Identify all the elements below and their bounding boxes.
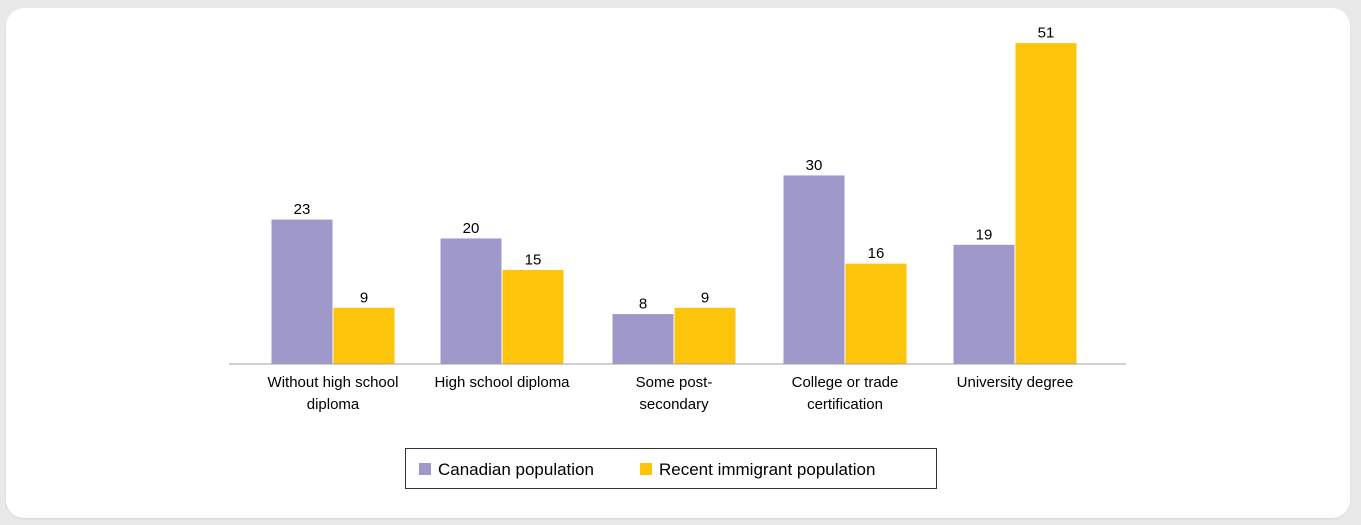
data-label-recent-immigrant-population-without-high-school-diploma: 9 [360, 289, 368, 306]
bar-recent-immigrant-population-some-post-secondary [673, 306, 737, 365]
data-label-canadian-population-university-degree: 19 [976, 226, 993, 243]
category-label-high-school-diploma: High school diploma [434, 374, 570, 391]
category-label-line: secondary [639, 396, 709, 413]
chart-card: 23 9 20 15 8 9 30 16 19 51 Without high school dip… [6, 8, 1350, 518]
data-label-recent-immigrant-population-some-post-secondary: 9 [701, 289, 709, 306]
bar-canadian-population-university-degree [952, 243, 1016, 365]
category-label-line: certification [807, 396, 883, 413]
data-label-canadian-population-without-high-school-diploma: 23 [294, 201, 311, 218]
data-label-recent-immigrant-population-high-school-diploma: 15 [525, 251, 542, 268]
bar-chart: 23 9 20 15 8 9 30 16 19 51 Without high school dip… [229, 25, 1126, 489]
category-label-without-high-school-diploma: Without high school diploma [268, 374, 399, 413]
data-label-recent-immigrant-population-college-or-trade-certification: 16 [868, 245, 885, 262]
bar-recent-immigrant-population-high-school-diploma [501, 268, 565, 365]
legend-box [405, 448, 937, 489]
category-label-line: Some post- [636, 374, 713, 391]
bar-canadian-population-without-high-school-diploma [270, 218, 334, 365]
bar-recent-immigrant-population-without-high-school-diploma [332, 306, 396, 365]
category-label-line: Without high school [268, 374, 399, 391]
bar-canadian-population-college-or-trade-certification [782, 174, 846, 365]
legend-label-recent-immigrant: Recent immigrant population [659, 460, 875, 479]
category-label-line: diploma [307, 396, 360, 413]
bar-canadian-population-some-post-secondary [611, 313, 675, 365]
bar-canadian-population-high-school-diploma [439, 237, 503, 365]
category-label-college-or-trade-certification: College or trade certification [792, 374, 899, 413]
category-label-line: University degree [957, 374, 1074, 391]
bar-recent-immigrant-population-university-degree [1014, 42, 1078, 365]
value-labels-layer: 23 9 20 15 8 9 30 16 19 51 [294, 25, 1055, 313]
legend: Canadian population Recent immigrant pop… [405, 448, 937, 489]
category-label-line: College or trade [792, 374, 899, 391]
category-labels-layer: Without high school diploma High school di… [268, 374, 1074, 413]
category-label-line: High school diploma [434, 374, 570, 391]
data-label-recent-immigrant-population-university-degree: 51 [1038, 25, 1055, 42]
category-label-university-degree: University degree [957, 374, 1074, 391]
legend-swatch-recent-immigrant [640, 463, 652, 475]
bar-recent-immigrant-population-college-or-trade-certification [844, 262, 908, 365]
data-label-canadian-population-some-post-secondary: 8 [639, 296, 647, 313]
legend-label-canadian: Canadian population [438, 460, 594, 479]
data-label-canadian-population-college-or-trade-certification: 30 [806, 157, 823, 174]
category-label-some-post-secondary: Some post-secondary [636, 374, 713, 413]
bars-layer [270, 42, 1078, 365]
data-label-canadian-population-high-school-diploma: 20 [463, 220, 480, 237]
legend-swatch-canadian [419, 463, 431, 475]
